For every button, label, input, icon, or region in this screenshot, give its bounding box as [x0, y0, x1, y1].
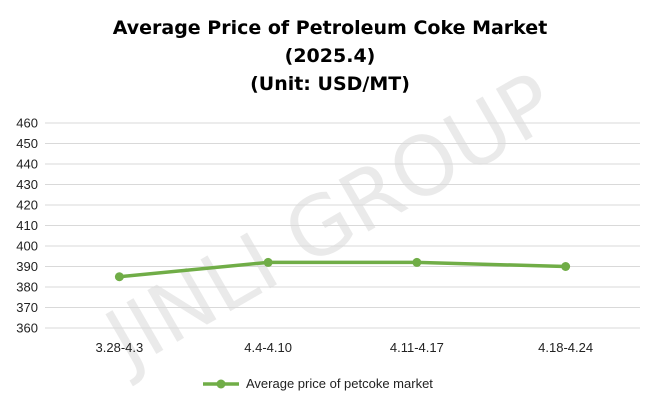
y-tick-label: 460 [16, 116, 38, 131]
y-tick-label: 390 [16, 259, 38, 274]
y-tick-label: 380 [16, 280, 38, 295]
x-tick-label: 4.4-4.10 [244, 340, 292, 355]
y-tick-label: 450 [16, 136, 38, 151]
legend-marker [216, 379, 226, 389]
data-point [412, 257, 422, 267]
series-line [117, 260, 568, 279]
y-axis-ticks: 360 370 380 390 400 410 420 430 440 450 460 [16, 116, 38, 336]
gridlines [45, 122, 640, 329]
y-tick-label: 410 [16, 218, 38, 233]
y-tick-label: 400 [16, 239, 38, 254]
y-tick-label: 440 [16, 157, 38, 172]
y-tick-label: 370 [16, 300, 38, 315]
watermark: JINLI GROUP [87, 55, 572, 390]
legend: Average price of petcoke market [203, 376, 433, 391]
y-tick-label: 430 [16, 177, 38, 192]
x-tick-label: 3.28-4.3 [96, 340, 144, 355]
data-point [114, 272, 124, 282]
legend-label: Average price of petcoke market [246, 376, 433, 391]
y-tick-label: 360 [16, 321, 38, 336]
title-line-3: (Unit: USD/MT) [250, 73, 410, 95]
x-tick-label: 4.11-4.17 [390, 340, 444, 355]
data-point [263, 257, 273, 267]
y-tick-label: 420 [16, 198, 38, 213]
x-axis-ticks: 3.28-4.3 4.4-4.10 4.11-4.17 4.18-4.24 [96, 340, 594, 355]
series [114, 257, 571, 282]
chart-title: Average Price of Petroleum Coke Market (… [113, 17, 548, 95]
title-line-2: (2025.4) [285, 45, 376, 67]
data-point [561, 262, 571, 271]
title-line-1: Average Price of Petroleum Coke Market [113, 17, 548, 39]
x-tick-label: 4.18-4.24 [538, 340, 593, 355]
